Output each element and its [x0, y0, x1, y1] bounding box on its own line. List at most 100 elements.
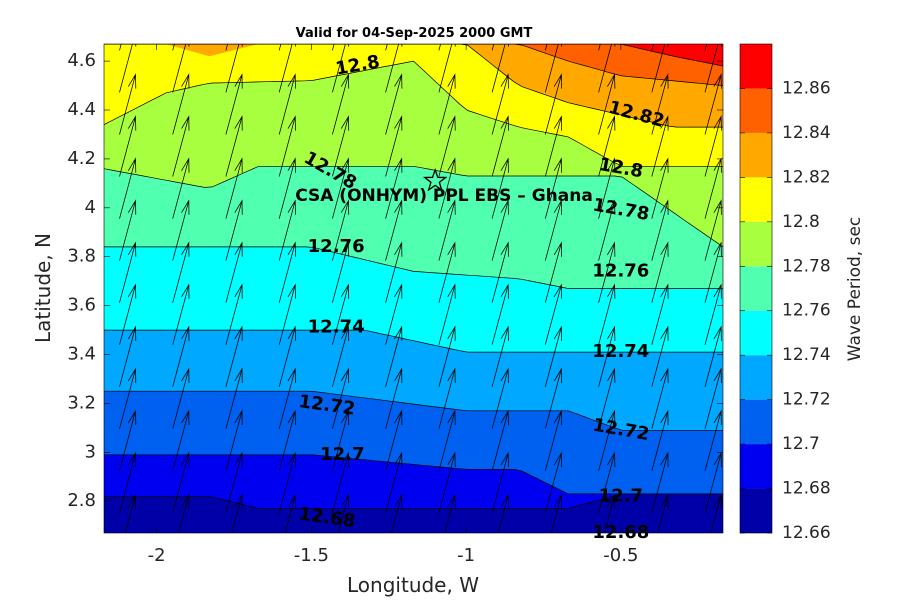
colorbar-swatch [740, 88, 772, 133]
y-tick-label: 4 [85, 197, 96, 218]
direction-arrow [598, 199, 616, 261]
contour-label: 12.7 [599, 485, 643, 506]
direction-arrow [438, 451, 456, 514]
colorbar-tick-label: 12.8 [782, 212, 820, 232]
direction-arrow [444, 493, 456, 533]
direction-arrow [119, 409, 137, 471]
contour-line [104, 44, 723, 128]
direction-arrow [544, 44, 562, 93]
site-label: CSA (ONHYM) PPL EBS – Ghana [295, 186, 593, 206]
direction-arrow [704, 325, 722, 387]
direction-arrow [278, 73, 296, 135]
contour-band [165, 44, 259, 57]
direction-arrow [438, 199, 456, 261]
direction-arrow [332, 157, 350, 219]
direction-arrow [651, 44, 669, 93]
direction-arrow [278, 409, 296, 471]
colorbar: 12.66 12.68 12.7 12.72 12.74 12.76 12.78 12.8 12… [739, 43, 831, 543]
direction-arrow [491, 283, 509, 345]
direction-arrow [438, 241, 456, 303]
y-tick-label: 3.4 [67, 344, 96, 365]
direction-arrow [172, 73, 190, 135]
x-tick-label: -2 [148, 545, 166, 566]
contour-band [104, 44, 723, 128]
direction-arrow [391, 493, 403, 533]
direction-arrow [385, 73, 403, 135]
colorbar-swatch [740, 132, 772, 178]
direction-arrow [225, 73, 243, 135]
direction-arrow [231, 493, 243, 533]
colorbar-tick-label: 12.66 [782, 523, 831, 543]
colorbar-tick-label: 12.78 [782, 256, 831, 276]
direction-arrow [332, 199, 350, 261]
colorbar-frame [739, 43, 773, 534]
direction-arrow [544, 199, 562, 261]
direction-arrow [119, 73, 137, 135]
direction-arrow [225, 199, 243, 261]
direction-arrow [491, 199, 509, 261]
plot-frame [103, 43, 724, 534]
y-tick-label: 3.6 [67, 295, 96, 316]
colorbar-label: Wave Period, sec [845, 217, 865, 362]
site-marker-group: CSA (ONHYM) PPL EBS – Ghana [295, 167, 593, 206]
direction-arrow [332, 73, 350, 135]
direction-arrow [438, 367, 456, 429]
y-axis-ticks: 2.8 3 3.2 3.4 3.6 3.8 4 4.2 4.4 4.6 [67, 50, 723, 511]
direction-arrow [124, 493, 137, 533]
contour-line [104, 246, 723, 289]
direction-arrow [598, 325, 616, 387]
direction-arrow [172, 157, 190, 219]
direction-arrow [332, 115, 350, 177]
direction-arrow [119, 157, 137, 219]
direction-arrow [385, 325, 403, 387]
direction-arrow [651, 367, 669, 429]
y-tick-label: 3 [85, 441, 96, 462]
direction-arrow [278, 451, 296, 514]
direction-arrow [225, 157, 243, 219]
colorbar-swatch [740, 221, 772, 267]
direction-arrow [119, 241, 137, 303]
direction-arrow [178, 493, 190, 533]
colorbar-tick-label: 12.72 [782, 390, 831, 410]
direction-arrow [491, 44, 509, 93]
direction-arrow [710, 493, 722, 533]
y-tick-label: 3.8 [67, 246, 96, 267]
direction-arrow [704, 409, 722, 471]
contour-line [104, 165, 723, 248]
direction-arrow [385, 409, 403, 471]
direction-arrow [225, 44, 243, 93]
direction-arrow [225, 241, 243, 303]
direction-arrow [544, 367, 562, 429]
direction-arrow [119, 44, 137, 93]
colorbar-swatch [740, 488, 772, 533]
direction-arrow [544, 451, 562, 514]
direction-arrows [119, 44, 722, 533]
direction-arrow [119, 367, 137, 429]
direction-arrow [598, 44, 601, 51]
colorbar-tick-label: 12.7 [782, 434, 820, 454]
direction-arrow [704, 199, 722, 261]
direction-arrow [278, 199, 296, 261]
direction-arrow [385, 115, 403, 177]
direction-arrow [332, 451, 350, 514]
direction-arrow [278, 283, 296, 345]
contour-label: 12.76 [592, 260, 649, 281]
colorbar-tick-label: 12.84 [782, 123, 831, 143]
direction-arrow [491, 409, 509, 471]
direction-arrow [284, 493, 296, 533]
x-axis-label: Longitude, W [347, 573, 479, 597]
contour-line [104, 454, 723, 495]
direction-arrow [651, 283, 669, 345]
direction-arrow [544, 44, 548, 51]
contour-line [104, 44, 723, 86]
y-tick-label: 2.8 [67, 490, 96, 511]
direction-arrow [278, 115, 296, 177]
direction-arrow [598, 409, 616, 471]
direction-arrow [337, 493, 350, 533]
direction-arrow [438, 409, 456, 471]
direction-arrow [438, 44, 456, 93]
direction-arrow [385, 451, 403, 514]
direction-arrow [704, 451, 722, 514]
direction-arrow [225, 44, 229, 51]
